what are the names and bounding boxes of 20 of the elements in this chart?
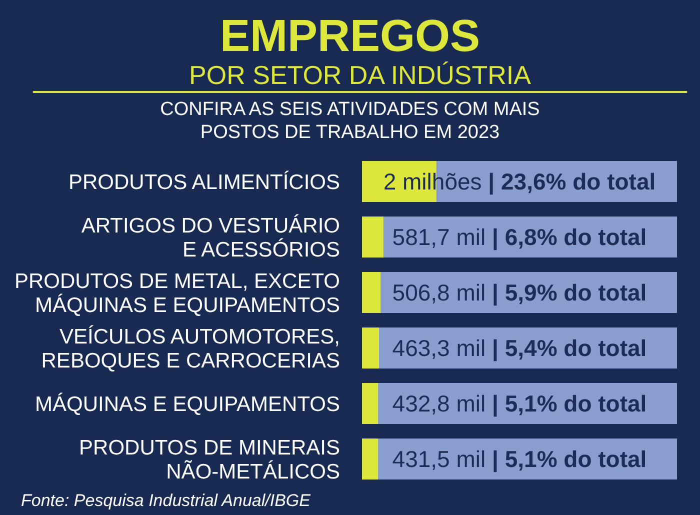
y-tick-label: ARTIGOS DO VESTUÁRIO E ACESSÓRIOS	[81, 212, 340, 261]
text: CONFIRA AS SEIS ATIVIDADES COM MAIS POSTOS DE TRABALHO EM 2023	[159, 98, 541, 144]
data-label: 581,7 mil | 6,8% do total	[392, 224, 647, 251]
bar	[362, 438, 378, 480]
y-tick-label: MÁQUINAS E EQUIPAMENTOS	[35, 391, 340, 416]
source-note: Fonte: Pesquisa Industrial Anual/IBGE	[21, 490, 310, 512]
data-label: 431,5 mil | 5,1% do total	[392, 446, 647, 473]
y-tick-label: PRODUTOS DE METAL, EXCETO MÁQUINAS E EQUIPAMENTOS	[14, 269, 340, 316]
chart-title: EMPREGOS	[218, 10, 482, 62]
bar	[362, 383, 378, 424]
data-label: 463,3 mil | 5,4% do total	[392, 335, 647, 362]
data-label: 506,8 mil | 5,9% do total	[392, 280, 647, 306]
y-tick-label: PRODUTOS ALIMENTÍCIOS	[68, 169, 340, 194]
y-tick-label: VEÍCULOS AUTOMOTORES, REBOQUES E CARROCERIAS	[41, 324, 340, 372]
bar	[362, 272, 381, 313]
bar	[362, 216, 384, 258]
bar	[362, 328, 380, 368]
chart-subtitle: POR SETOR DA INDÚSTRIA	[189, 60, 531, 90]
data-label: 432,8 mil | 5,1% do total	[392, 390, 647, 418]
y-tick-label: PRODUTOS DE MINERAIS NÃO-METÁLICOS	[79, 436, 340, 483]
